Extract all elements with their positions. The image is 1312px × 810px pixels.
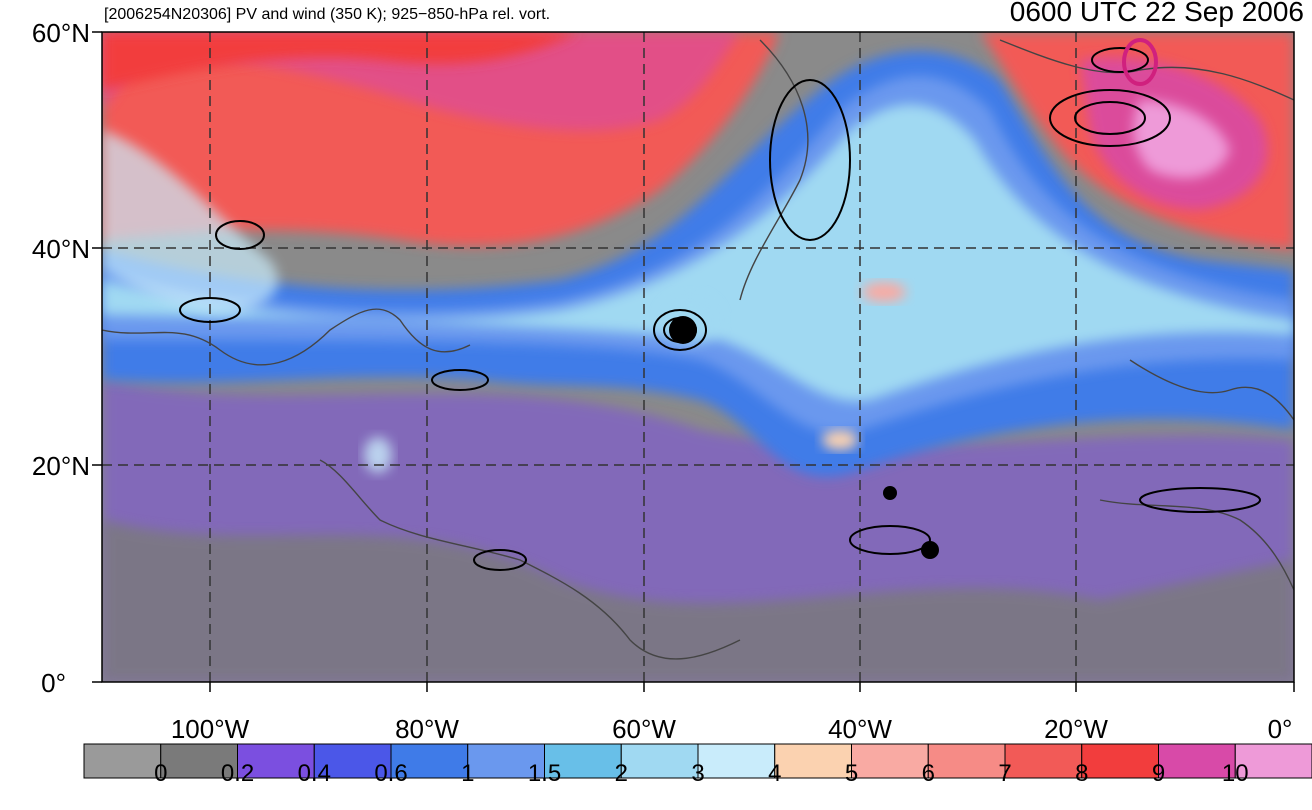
colorbar-tick-label: 0: [154, 760, 168, 787]
colorbar-tick-label: 0.6: [374, 760, 408, 787]
axis-ticks: [92, 31, 1295, 692]
colorbar-tick-label: 0.2: [220, 760, 255, 787]
storm-markers: [669, 38, 1158, 559]
colorbar-tick-label: 9: [1151, 760, 1166, 787]
lat-label-0: 0°: [41, 668, 66, 698]
plot-title: [2006254N20306] PV and wind (350 K); 925…: [104, 6, 551, 23]
lat-label-40n: 40°N: [31, 234, 90, 264]
lat-label-60n: 60°N: [31, 18, 90, 48]
gridlines: [102, 32, 1294, 682]
colorbar-tick-label: 6: [921, 760, 935, 787]
colorbar-tick-label: 7: [998, 760, 1012, 787]
lat-label-20n: 20°N: [31, 451, 90, 481]
lon-label-60w: 60°W: [612, 714, 676, 744]
colorbar-tick-label: 2: [614, 760, 628, 787]
colorbar-tick-label: 3: [691, 760, 705, 787]
colorbar-tick-label: 5: [844, 760, 859, 787]
lon-label-80w: 80°W: [395, 714, 459, 744]
colorbar-tick-label: 8: [1075, 760, 1089, 787]
colorbar-tick-label: 10: [1221, 760, 1249, 787]
valid-time-title: 0600 UTC 22 Sep 2006: [1009, 0, 1304, 27]
lon-label-20w: 20°W: [1044, 714, 1108, 744]
vorticity-contours: [179, 47, 1261, 571]
map-frame: [101, 31, 1295, 683]
colorbar-tick-label: 0.4: [297, 760, 331, 787]
coastlines: [102, 39, 1294, 660]
colorbar-tick-label: 4: [768, 760, 782, 787]
colorbar-tick-label: 1.5: [527, 760, 562, 787]
lon-label-0: 0°: [1267, 714, 1293, 744]
pv-field: [102, 32, 1294, 682]
colorbar-tick-label: 1: [461, 760, 475, 787]
lon-label-100w: 100°W: [170, 714, 250, 744]
lon-label-40w: 40°W: [828, 714, 892, 744]
